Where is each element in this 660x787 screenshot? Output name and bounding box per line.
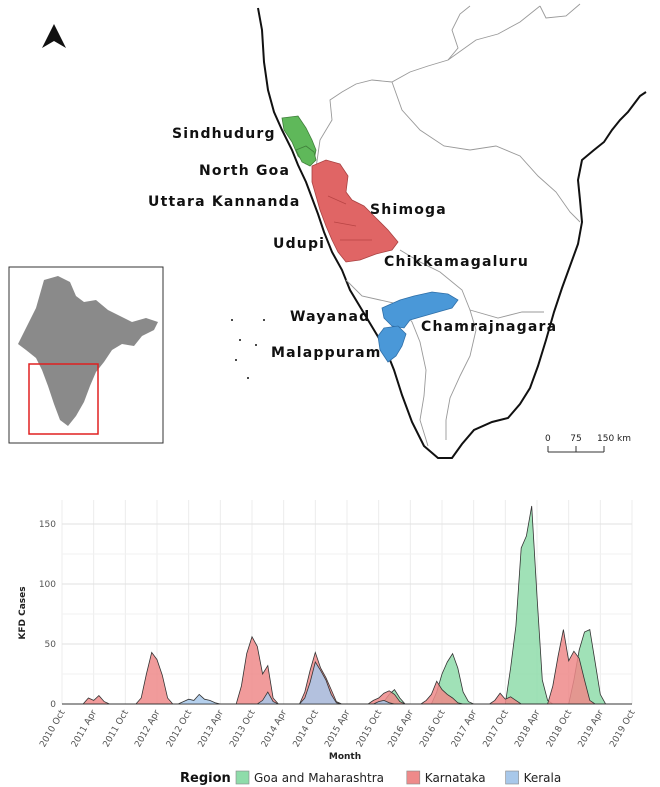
x-tick-label: 2015 Oct [355,708,385,749]
y-tick-label: 150 [39,520,56,530]
y-tick-label: 50 [45,640,57,650]
scale-tick-150: 150 km [597,434,631,444]
x-tick-label: 2014 Oct [292,708,322,749]
x-tick-label: 2018 Apr [513,708,542,749]
x-tick-label: 2012 Oct [165,708,195,749]
legend-label: Goa and Maharashtra [254,771,384,785]
x-tick-label: 2010 Oct [38,708,68,749]
x-tick-label: 2017 Oct [482,708,512,749]
x-axis-title: Month [329,752,361,762]
india-country-shape [18,276,158,426]
district-karnataka-polygon [311,159,399,263]
inset-study-area-frame [28,363,99,435]
legend-swatch [505,770,519,785]
x-tick-label: 2012 Apr [133,708,162,749]
legend-swatch [235,770,250,785]
label-malappuram: Malappuram [271,345,382,361]
label-uttara-kannada: Uttara Kannanda [148,194,301,210]
x-axis-ticks: 2010 Oct 2011 Apr 2011 Oct 2012 Apr 2012 Oct… [38,708,638,749]
label-wayanad: Wayanad [290,309,370,325]
x-tick-label: 2014 Apr [260,708,289,749]
label-udupi: Udupi [273,236,325,252]
label-shimoga: Shimoga [370,202,447,218]
legend-label: Kerala [524,771,562,785]
x-tick-label: 2016 Oct [418,708,448,749]
north-arrow-icon [42,24,66,48]
chart-areas [62,505,632,705]
y-tick-label: 100 [39,580,56,590]
x-tick-label: 2013 Apr [197,708,226,749]
legend-swatch [406,770,421,785]
x-tick-label: 2015 Apr [323,708,352,749]
legend-title: Region [180,771,231,786]
legend-label: Karnataka [425,771,486,785]
y-axis-title: KFD Cases [18,586,28,639]
kfd-cases-area-chart: 0 50 100 150 2010 Oct 2011 Apr 2011 Oct 2012 A… [18,500,638,786]
x-tick-label: 2016 Apr [387,708,416,749]
district-north-goa-polygon [295,145,317,167]
x-tick-label: 2018 Oct [545,708,575,749]
district-kerala-polygon [377,291,459,363]
scale-bar: 0 75 150 km [545,434,631,453]
label-north-goa: North Goa [199,163,290,179]
scale-tick-75: 75 [570,434,581,444]
chart-legend: Region Goa and Maharashtra Karnataka Keral… [180,770,562,786]
label-chamrajnagara: Chamrajnagara [421,319,557,335]
label-chikkamagaluru: Chikkamagaluru [384,254,529,270]
x-tick-label: 2019 Oct [608,708,638,749]
x-tick-label: 2019 Apr [577,708,606,749]
south-india-outline [231,3,647,459]
kfd-study-area-map: Sindhudurg North Goa Uttara Kannanda Shi… [8,3,647,459]
scale-tick-0: 0 [545,434,551,444]
label-sindhudurg: Sindhudurg [172,126,276,142]
x-tick-label: 2011 Oct [102,708,132,749]
area-kerala [62,661,632,705]
y-tick-label: 0 [50,700,56,710]
x-tick-label: 2013 Oct [228,708,258,749]
y-axis-ticks: 0 50 100 150 [39,520,56,710]
x-tick-label: 2011 Apr [70,708,99,749]
x-tick-label: 2017 Apr [450,708,479,749]
india-inset-map [8,266,164,444]
